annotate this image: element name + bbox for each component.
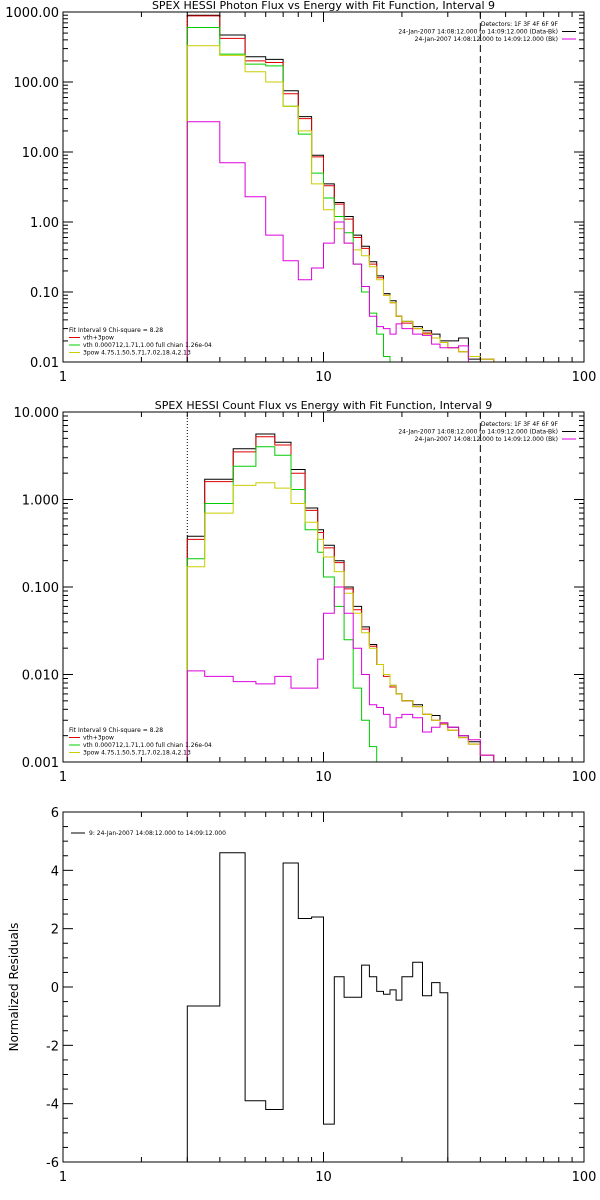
residuals-panel: Normalized Residuals 1 10 100 -6 -4 -2 0 2 4 6 9: 2… (7, 806, 596, 1185)
y-tick-label: 4 (51, 864, 59, 879)
plot-area (186, 12, 507, 362)
info-text: 24-Jan-2007 14:08:12.000 to 14:09:12.000… (415, 436, 558, 443)
y-tick-label: -2 (46, 1039, 59, 1054)
fit-legend-text: vth+3pow (83, 735, 114, 742)
x-tick-label: 10 (315, 370, 332, 385)
x-tick-label: 1 (59, 1170, 67, 1185)
series-step-line-2 (186, 446, 384, 762)
y-axis-label: Normalized Residuals (7, 923, 21, 1052)
x-tick-label: 10 (315, 1170, 332, 1185)
y-tick-label: 0.001 (22, 756, 59, 771)
x-tick-label: 1 (59, 770, 67, 785)
x-tick-label: 10 (315, 770, 332, 785)
fit-legend-text: vth 0.000712,1.71,1.00 full chian 1.26e-… (83, 742, 212, 749)
y-tick-label: -6 (46, 1156, 59, 1171)
y-tick-label: 1.00 (30, 216, 59, 231)
y-tick-label: 1.000 (22, 494, 59, 509)
fit-legend-text: Fit Interval 9 Chi-square = 8.28 (69, 727, 163, 734)
y-tick-label: 0.100 (22, 581, 59, 596)
y-tick-label: 10.000 (14, 406, 60, 421)
info-text: Detectors: 1F 3F 4F 6F 9F (481, 421, 559, 428)
fit-legend-text: 3pow 4.75,1.50,5.71,7.02,18.4,2.13 (83, 750, 191, 757)
y-tick-label: 2 (51, 923, 59, 938)
series-step-line-3 (186, 45, 507, 362)
y-tick-label: 6 (51, 806, 59, 821)
chart-title: SPEX HESSI Count Flux vs Energy with Fit… (155, 399, 492, 412)
fit-legend-text: Fit Interval 9 Chi-square = 8.28 (69, 327, 163, 334)
series-step-line-0 (186, 852, 449, 1162)
photon-flux-panel: SPEX HESSI Photon Flux vs Energy with Fi… (5, 0, 596, 385)
chart-title: SPEX HESSI Photon Flux vs Energy with Fi… (152, 0, 495, 12)
x-tick-label: 100 (572, 770, 597, 785)
info-text: 24-Jan-2007 14:08:12.000 to 14:09:12.000… (398, 29, 558, 36)
x-tick-label: 1 (59, 370, 67, 385)
series-step-line-4 (186, 586, 495, 762)
series-step-line-4 (186, 121, 469, 362)
y-tick-label: 0.01 (30, 356, 59, 371)
y-tick-label: 0.10 (30, 286, 59, 301)
y-tick-label: 0.010 (22, 669, 59, 684)
series-step-line-0 (186, 14, 495, 362)
fit-legend-text: vth 0.000712,1.71,1.00 full chian 1.26e-… (83, 342, 212, 349)
y-tick-label: -4 (46, 1098, 59, 1113)
y-tick-label: 100.00 (14, 76, 60, 91)
x-tick-label: 100 (572, 370, 597, 385)
info-text: 24-Jan-2007 14:08:12.000 to 14:09:12.000… (415, 36, 558, 43)
info-text: 24-Jan-2007 14:08:12.000 to 14:09:12.000… (398, 429, 558, 436)
fit-legend-text: vth+3pow (83, 335, 114, 342)
plot-area (186, 852, 449, 1162)
fit-legend-text: 3pow 4.75,1.50,5.71,7.02,18.4,2.13 (83, 350, 191, 357)
plot-area (186, 412, 495, 762)
y-tick-label: 10.00 (22, 146, 59, 161)
info-text: 9: 24-Jan-2007 14:08:12.000 to 14:09:12.… (89, 830, 226, 837)
x-tick-label: 100 (572, 1170, 597, 1185)
info-text: Detectors: 1F 3F 4F 6F 9F (481, 21, 559, 28)
y-tick-label: 1000.00 (5, 6, 59, 21)
y-tick-label: 0 (51, 981, 59, 996)
count-flux-panel: SPEX HESSI Count Flux vs Energy with Fit… (14, 399, 597, 785)
